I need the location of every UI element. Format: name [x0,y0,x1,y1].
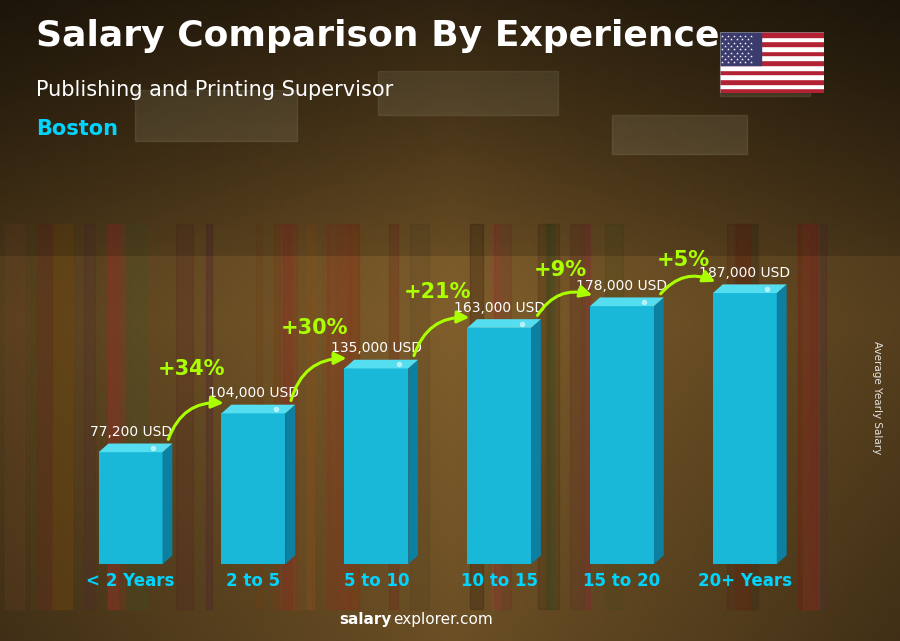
Text: 104,000 USD: 104,000 USD [208,387,299,401]
Bar [612,115,747,154]
Polygon shape [531,319,541,564]
Bar [720,46,824,51]
Bar [52,224,72,609]
Bar [749,224,758,609]
Polygon shape [409,360,419,564]
Bar [810,224,826,609]
Bar [570,224,590,609]
Text: Salary Comparison By Experience: Salary Comparison By Experience [36,19,719,53]
Bar [720,83,824,88]
Text: +34%: +34% [158,358,226,379]
Bar [735,224,750,609]
Bar [256,224,262,609]
Bar [389,224,399,609]
Polygon shape [654,297,664,564]
Bar [328,224,349,609]
Polygon shape [163,444,172,564]
Text: 77,200 USD: 77,200 USD [89,425,172,439]
Polygon shape [99,444,172,452]
Bar [135,90,297,141]
Text: +30%: +30% [281,318,348,338]
Bar [538,224,559,609]
Bar [99,452,163,564]
Bar [467,328,531,564]
Bar [720,88,824,93]
Bar [720,42,824,46]
Polygon shape [590,297,664,306]
Bar [283,224,297,609]
Text: Average Yearly Salary: Average Yearly Salary [872,341,883,454]
Text: explorer.com: explorer.com [393,612,493,627]
Bar [590,306,654,564]
Bar [720,56,824,60]
Bar [85,224,95,609]
Bar [547,224,554,609]
Text: salary: salary [339,612,392,627]
Bar [720,60,824,65]
Bar [720,64,810,96]
Polygon shape [777,285,787,564]
Text: 135,000 USD: 135,000 USD [331,342,422,355]
Bar [736,224,756,609]
Bar [492,224,500,609]
Text: Boston: Boston [36,119,118,138]
Bar [292,224,310,609]
Bar [726,224,747,609]
Bar [350,224,359,609]
Bar [713,293,777,564]
Polygon shape [345,360,418,369]
Bar [280,224,290,609]
Bar [127,224,146,609]
Bar [31,224,52,609]
Bar [817,224,826,609]
Bar [545,224,551,609]
Bar [108,224,119,609]
Bar [720,69,824,74]
Bar [176,224,194,609]
Bar [720,65,824,69]
Bar [720,51,824,56]
Bar [221,413,285,564]
Bar [410,224,429,609]
Text: Publishing and Printing Supervisor: Publishing and Printing Supervisor [36,80,393,100]
Bar [571,224,584,609]
Text: +5%: +5% [657,250,710,270]
Bar [803,224,819,609]
Bar [307,224,313,609]
Bar [720,74,824,79]
Text: 187,000 USD: 187,000 USD [699,266,790,280]
Text: 178,000 USD: 178,000 USD [576,279,668,293]
Bar [37,224,52,609]
Bar [720,32,824,37]
Bar [206,224,211,609]
Text: 163,000 USD: 163,000 USD [454,301,544,315]
Bar [322,224,329,609]
Polygon shape [713,285,787,293]
Bar [338,224,359,609]
Bar [5,224,24,609]
Text: +21%: +21% [404,282,472,302]
Polygon shape [221,404,295,413]
Polygon shape [467,319,541,328]
Bar [108,224,125,609]
Bar [378,71,558,115]
Text: +9%: +9% [534,260,587,280]
Bar [605,224,623,609]
Bar [798,224,817,609]
Polygon shape [285,404,295,564]
Bar [720,37,824,42]
Bar [720,32,761,65]
Bar [274,224,281,609]
Bar [345,369,409,564]
Bar [720,79,824,83]
Bar [494,224,511,609]
Bar [471,224,482,609]
Bar [580,224,589,609]
